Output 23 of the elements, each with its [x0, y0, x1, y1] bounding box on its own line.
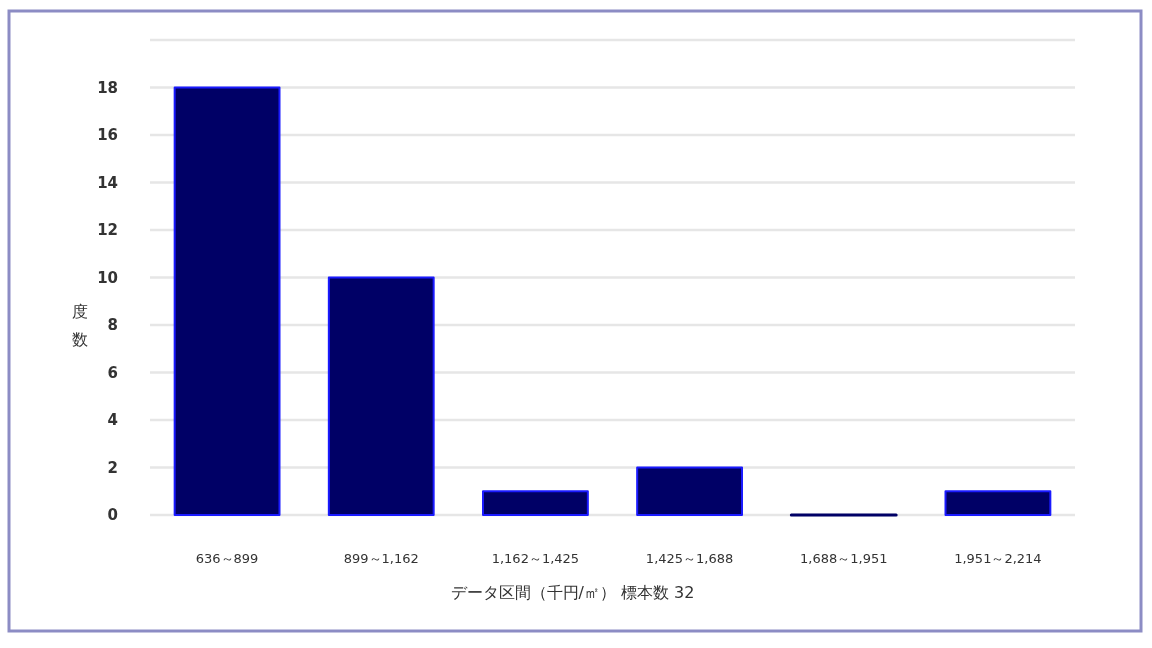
y-tick-label: 14 [97, 173, 118, 192]
y-tick-label: 2 [107, 458, 118, 477]
y-tick-label: 6 [107, 363, 118, 382]
y-tick-label: 18 [97, 78, 118, 97]
bar [482, 490, 589, 516]
y-tick-label: 16 [97, 126, 118, 144]
bar [636, 466, 743, 516]
x-tick-label: 1,688～1,951 [800, 550, 888, 566]
x-tick-label: 1,162～1,425 [491, 550, 580, 566]
y-tick-label: 10 [97, 268, 118, 287]
bar [327, 276, 435, 516]
bar [173, 86, 281, 516]
y-tick-label: 4 [107, 411, 118, 429]
x-tick-label: 636～899 [195, 550, 259, 566]
x-tick-label: 1,425～1,688 [645, 550, 734, 566]
x-tick-label: 899～1,162 [343, 550, 419, 566]
y-axis-title: 度数 [72, 301, 88, 349]
y-tick-label: 12 [97, 221, 118, 239]
bar [944, 490, 1052, 516]
x-tick-label: 1,951～2,214 [954, 550, 1042, 566]
y-tick-label: 8 [107, 316, 118, 334]
x-axis-title: データ区間（千円/㎡） 標本数 32 [450, 582, 695, 602]
y-tick-label: 0 [107, 506, 118, 524]
